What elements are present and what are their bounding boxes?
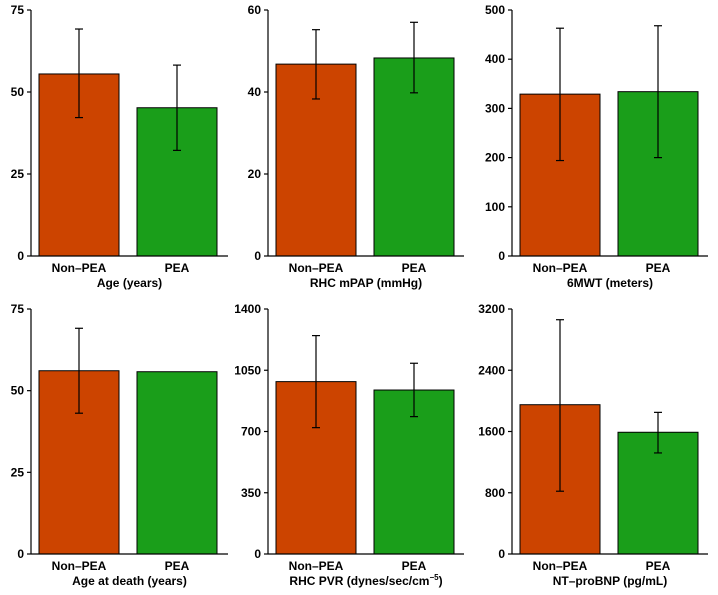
chart-panel-3: Non–PEA PEA 0 100 200 300 400 500 6MWT (meters) bbox=[485, 3, 708, 290]
chart-panel-6: Non–PEA PEA 0 800 1600 2400 3200 NT–proBNP (pg/… bbox=[478, 302, 708, 588]
category-label: Non–PEA bbox=[289, 261, 344, 275]
category-label: PEA bbox=[165, 559, 190, 573]
y-tick-label: 60 bbox=[248, 3, 262, 17]
bar-pea bbox=[373, 389, 455, 555]
chart-panel-4: Non–PEA PEA 0 25 50 75 Age at death (years) bbox=[11, 302, 228, 588]
y-tick-label: 1600 bbox=[478, 425, 505, 439]
y-tick-label: 0 bbox=[498, 547, 505, 561]
category-label: Non–PEA bbox=[533, 559, 588, 573]
y-tick-label: 50 bbox=[11, 384, 25, 398]
y-tick-label: 2400 bbox=[478, 363, 505, 377]
y-tick-label: 350 bbox=[241, 486, 261, 500]
y-tick-label: 25 bbox=[11, 465, 25, 479]
y-tick-label: 1050 bbox=[234, 363, 261, 377]
category-label: Non–PEA bbox=[52, 559, 107, 573]
x-axis-title: Age (years) bbox=[97, 276, 162, 290]
y-tick-label: 20 bbox=[248, 167, 262, 181]
x-axis-title: NT–proBNP (pg/mL) bbox=[553, 574, 667, 588]
y-tick-label: 75 bbox=[11, 3, 25, 17]
x-axis-title: 6MWT (meters) bbox=[567, 276, 653, 290]
y-tick-label: 0 bbox=[17, 249, 24, 263]
y-tick-label: 800 bbox=[485, 486, 505, 500]
y-tick-label: 700 bbox=[241, 425, 261, 439]
category-label: Non–PEA bbox=[289, 559, 344, 573]
category-label: PEA bbox=[646, 261, 671, 275]
y-tick-label: 1400 bbox=[234, 302, 261, 316]
y-tick-label: 300 bbox=[485, 101, 505, 115]
bar-pea bbox=[136, 371, 218, 555]
y-tick-label: 0 bbox=[254, 249, 261, 263]
chart-panel-5: Non–PEA PEA 0 350 700 1050 1400 RHC PVR (dynes/… bbox=[234, 302, 464, 588]
category-label: PEA bbox=[165, 261, 190, 275]
y-tick-label: 25 bbox=[11, 167, 25, 181]
chart-panel-2: Non–PEA PEA 0 20 40 60 RHC mPAP (mmHg) bbox=[248, 3, 464, 290]
y-tick-label: 75 bbox=[11, 302, 25, 316]
y-tick-label: 200 bbox=[485, 151, 505, 165]
y-tick-label: 3200 bbox=[478, 302, 505, 316]
y-tick-label: 100 bbox=[485, 200, 505, 214]
y-tick-label: 0 bbox=[17, 547, 24, 561]
y-tick-label: 500 bbox=[485, 3, 505, 17]
category-label: PEA bbox=[646, 559, 671, 573]
category-label: Non–PEA bbox=[52, 261, 107, 275]
category-label: PEA bbox=[402, 559, 427, 573]
x-axis-title: RHC mPAP (mmHg) bbox=[310, 276, 422, 290]
x-axis-title: RHC PVR (dynes/sec/cm−5) bbox=[289, 573, 442, 588]
y-tick-label: 50 bbox=[11, 85, 25, 99]
x-axis-title: Age at death (years) bbox=[72, 574, 187, 588]
y-tick-label: 0 bbox=[498, 249, 505, 263]
category-label: PEA bbox=[402, 261, 427, 275]
chart-panel-1: Non–PEA PEA 0 25 50 75 Age (years) bbox=[11, 3, 228, 290]
y-tick-label: 0 bbox=[254, 547, 261, 561]
y-tick-label: 400 bbox=[485, 52, 505, 66]
category-label: Non–PEA bbox=[533, 261, 588, 275]
y-tick-label: 40 bbox=[248, 85, 262, 99]
